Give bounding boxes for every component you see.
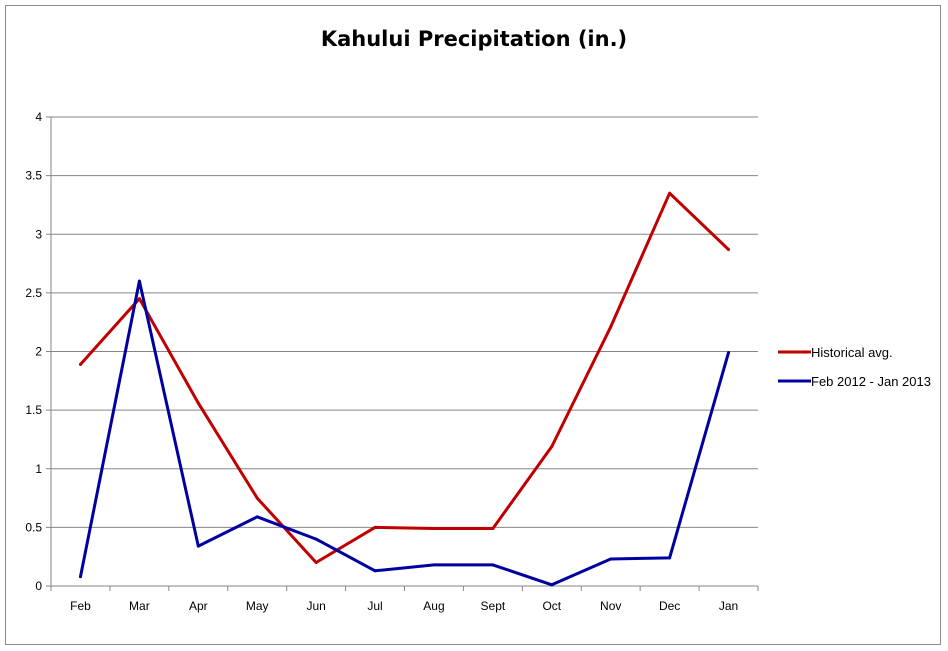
x-tick-label: Jan (719, 599, 738, 613)
x-tick-label: Feb (70, 599, 91, 613)
data-point (196, 401, 200, 405)
x-tick-label: Oct (542, 599, 561, 613)
series-line-historical-avg (79, 191, 730, 564)
data-point (727, 351, 731, 355)
data-point (314, 537, 318, 541)
data-point (78, 575, 82, 579)
data-point (668, 191, 672, 195)
x-tick-label: Nov (600, 599, 621, 613)
gridlines (51, 116, 758, 528)
data-point (432, 527, 436, 531)
data-point (550, 444, 554, 448)
y-tick-label: 0.5 (25, 520, 42, 534)
data-point (255, 496, 259, 500)
y-tick-label: 1 (35, 462, 42, 476)
data-point (491, 527, 495, 531)
series-line-feb-2012-jan-2013 (79, 279, 730, 587)
x-tick-label: Aug (423, 599, 444, 613)
y-tick-label: 2.5 (25, 286, 42, 300)
y-tick-label: 3 (35, 227, 42, 241)
series-lines (78, 191, 731, 587)
y-tick-label: 2 (35, 345, 42, 359)
legend-label: Feb 2012 - Jan 2013 (811, 374, 931, 389)
y-tick-label: 1.5 (25, 403, 42, 417)
axes: 0 0.5 1 1.5 2 2.5 3 3.5 4 Feb Mar Apr May Jun Jul Aug Se… (25, 110, 759, 613)
data-point (609, 325, 613, 329)
data-point (727, 247, 731, 251)
data-point (373, 525, 377, 529)
data-point (255, 515, 259, 519)
data-point (432, 563, 436, 567)
data-point (137, 279, 141, 283)
x-tick-label: Apr (189, 599, 208, 613)
legend-label: Historical avg. (811, 345, 893, 360)
x-tick-label: Sept (481, 599, 506, 613)
y-tick-label: 3.5 (25, 169, 42, 183)
chart-frame (5, 5, 941, 645)
chart-title: Kahului Precipitation (in.) (321, 27, 627, 51)
data-point (668, 556, 672, 560)
data-point (78, 362, 82, 366)
data-point (314, 561, 318, 565)
data-point (196, 544, 200, 548)
x-tick-label: Mar (129, 599, 150, 613)
y-tick-label: 0 (35, 579, 42, 593)
data-point (609, 557, 613, 561)
x-tick-label: Jul (367, 599, 382, 613)
x-tick-label: May (246, 599, 269, 613)
data-point (137, 297, 141, 301)
x-tick-label: Jun (306, 599, 325, 613)
data-point (491, 563, 495, 567)
x-tick-label: Dec (659, 599, 680, 613)
legend: Historical avg. Feb 2012 - Jan 2013 (778, 345, 931, 389)
data-point (550, 583, 554, 587)
data-point (373, 569, 377, 573)
y-tick-label: 4 (35, 110, 42, 124)
